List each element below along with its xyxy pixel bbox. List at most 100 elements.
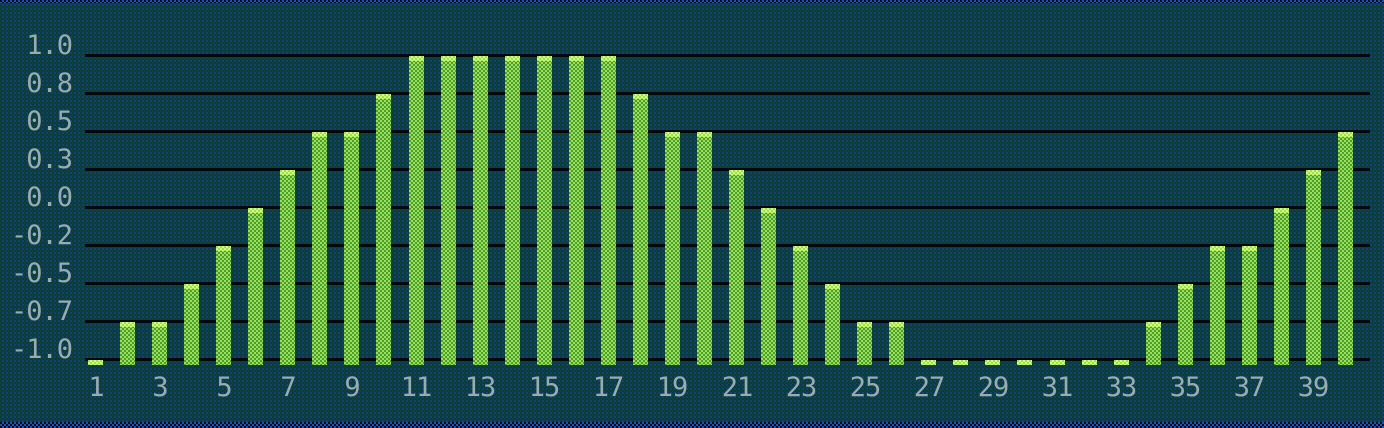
bottom-border <box>0 422 1384 428</box>
x-tick-label: 35 <box>1169 372 1202 403</box>
bar-cap <box>280 170 295 175</box>
bar <box>569 56 584 365</box>
y-tick-label: 0.5 <box>26 106 73 137</box>
bar-cap <box>569 56 584 61</box>
gridline <box>85 206 1370 209</box>
gridline <box>85 54 1370 57</box>
x-tick-label: 17 <box>592 372 625 403</box>
x-tick-label: 13 <box>464 372 497 403</box>
x-tick-label: 39 <box>1297 372 1330 403</box>
x-tick-label: 3 <box>152 372 168 403</box>
bar-cap <box>1306 170 1321 175</box>
bar <box>248 208 263 365</box>
bar-cap <box>1146 322 1161 327</box>
bar <box>601 56 616 365</box>
bar <box>985 360 1000 365</box>
y-tick-label: -0.7 <box>10 296 73 327</box>
bar <box>216 246 231 365</box>
bar-cap <box>857 322 872 327</box>
bar <box>729 170 744 365</box>
bar-cap <box>793 246 808 251</box>
gridline <box>85 130 1370 133</box>
y-tick-label: 0.8 <box>26 68 73 99</box>
y-tick-label: -0.2 <box>10 220 73 251</box>
bar-cap <box>376 94 391 99</box>
x-tick-label: 31 <box>1041 372 1074 403</box>
bar-cap <box>120 322 135 327</box>
x-tick-label: 7 <box>280 372 296 403</box>
bar-cap <box>889 322 904 327</box>
x-tick-label: 27 <box>913 372 946 403</box>
bar-cap <box>1178 284 1193 289</box>
bar-cap <box>633 94 648 99</box>
bar <box>473 56 488 365</box>
x-tick-label: 11 <box>400 372 433 403</box>
bar <box>1242 246 1257 365</box>
bar-cap <box>152 322 167 327</box>
bar <box>344 132 359 365</box>
bar-cap <box>601 56 616 61</box>
bar <box>1050 360 1065 365</box>
bar <box>857 322 872 365</box>
x-tick-label: 25 <box>849 372 882 403</box>
bar-cap <box>1017 360 1032 365</box>
x-tick-label: 21 <box>721 372 754 403</box>
bar <box>376 94 391 365</box>
bar-cap <box>505 56 520 61</box>
bar <box>1082 360 1097 365</box>
bar <box>1274 208 1289 365</box>
bar <box>409 56 424 365</box>
bar <box>1146 322 1161 365</box>
bar <box>697 132 712 365</box>
bar <box>953 360 968 365</box>
bar <box>1338 132 1353 365</box>
bar-cap <box>953 360 968 365</box>
x-tick-label: 23 <box>785 372 818 403</box>
bar-cap <box>665 132 680 137</box>
bar-cap <box>1050 360 1065 365</box>
bar <box>312 132 327 365</box>
bar <box>633 94 648 365</box>
bar <box>120 322 135 365</box>
bar-cap <box>761 208 776 213</box>
gridline <box>85 282 1370 285</box>
bar <box>1210 246 1225 365</box>
bar <box>441 56 456 365</box>
y-tick-label: -0.5 <box>10 258 73 289</box>
gridline <box>85 244 1370 247</box>
bar-cap <box>1338 132 1353 137</box>
bar <box>921 360 936 365</box>
bar-cap <box>1082 360 1097 365</box>
bar-cap <box>1274 208 1289 213</box>
x-tick-label: 9 <box>344 372 360 403</box>
bar <box>825 284 840 365</box>
y-tick-label: -1.0 <box>10 334 73 365</box>
bar <box>280 170 295 365</box>
bar-cap <box>985 360 1000 365</box>
gridline <box>85 168 1370 171</box>
bar <box>152 322 167 365</box>
y-tick-label: 0.3 <box>26 144 73 175</box>
bar <box>1306 170 1321 365</box>
bar <box>88 360 103 365</box>
y-tick-label: 1.0 <box>26 30 73 61</box>
bar <box>505 56 520 365</box>
bar <box>1017 360 1032 365</box>
bar <box>537 56 552 365</box>
top-border <box>0 0 1384 3</box>
x-tick-label: 33 <box>1105 372 1138 403</box>
bar-cap <box>184 284 199 289</box>
bar-cap <box>312 132 327 137</box>
bar-cap <box>216 246 231 251</box>
bar-cap <box>473 56 488 61</box>
gridline <box>85 92 1370 95</box>
gridline <box>85 320 1370 323</box>
bar <box>1114 360 1129 365</box>
gridline <box>85 358 1370 361</box>
x-tick-label: 29 <box>977 372 1010 403</box>
bar-cap <box>344 132 359 137</box>
x-tick-label: 15 <box>528 372 561 403</box>
bar-cap <box>921 360 936 365</box>
